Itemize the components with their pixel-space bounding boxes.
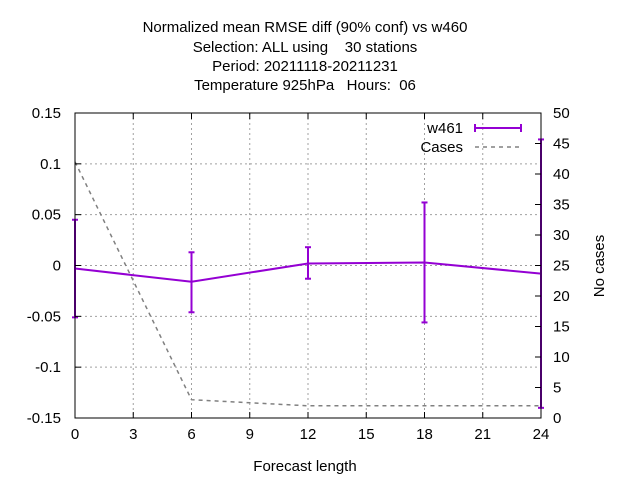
x-tick-label: 18	[416, 426, 433, 443]
x-axis-label: Forecast length	[253, 458, 356, 475]
y-tick-label: -0.1	[35, 359, 61, 376]
y2-tick-label: 40	[553, 166, 570, 183]
title-line-2: Selection: ALL using 30 stations	[193, 39, 418, 56]
chart-title: Normalized mean RMSE diff (90% conf) vs …	[143, 19, 468, 94]
x-tick-label: 12	[300, 426, 317, 443]
y-tick-label: 0.1	[40, 156, 61, 173]
legend: w461 Cases	[420, 120, 522, 156]
title-line-3: Period: 20211118-20211231	[212, 58, 398, 75]
legend-label-w461: w461	[426, 120, 463, 137]
y2-tick-label: 0	[553, 410, 561, 427]
x-tick-label: 21	[474, 426, 491, 443]
y-tick-label: -0.05	[27, 308, 61, 325]
y-tick-label: 0	[53, 258, 61, 275]
y2-tick-label: 10	[553, 349, 570, 366]
y2-tick-label: 35	[553, 197, 570, 214]
x-tick-label: 3	[129, 426, 137, 443]
y2-tick-label: 50	[553, 105, 570, 122]
series-line-cases	[74, 161, 541, 407]
y2-tick-label: 30	[553, 227, 570, 244]
y2-tick-label: 20	[553, 288, 570, 305]
ticks: 0 3 6 9 12 15 18 21 24 0.15 0.1 0.05 0 -0.05 -0.1 -0.15…	[27, 105, 570, 443]
y2-axis-label: No cases	[591, 235, 608, 298]
x-tick-label: 24	[533, 426, 550, 443]
x-tick-label: 9	[246, 426, 254, 443]
grid	[75, 113, 541, 418]
y-tick-label: 0.05	[32, 207, 61, 224]
x-tick-label: 6	[187, 426, 195, 443]
title-line-1: Normalized mean RMSE diff (90% conf) vs …	[143, 19, 468, 36]
x-tick-label: 15	[358, 426, 375, 443]
legend-label-cases: Cases	[420, 139, 463, 156]
y2-tick-label: 15	[553, 319, 570, 336]
y2-tick-label: 45	[553, 136, 570, 153]
title-line-4: Temperature 925hPa Hours: 06	[194, 77, 416, 94]
y2-tick-label: 5	[553, 380, 561, 397]
y-tick-label: -0.15	[27, 410, 61, 427]
x-tick-label: 0	[71, 426, 79, 443]
y-tick-label: 0.15	[32, 105, 61, 122]
y2-tick-label: 25	[553, 258, 570, 275]
